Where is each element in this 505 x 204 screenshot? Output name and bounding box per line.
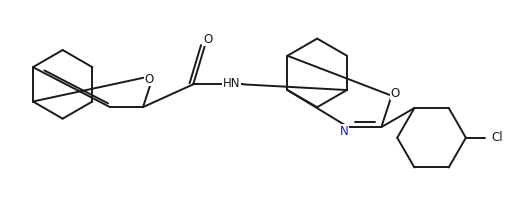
Text: O: O xyxy=(144,73,154,86)
Text: O: O xyxy=(203,33,212,46)
Text: Cl: Cl xyxy=(491,131,502,144)
Text: HN: HN xyxy=(222,76,239,90)
Text: N: N xyxy=(339,125,348,138)
Text: O: O xyxy=(390,87,399,100)
